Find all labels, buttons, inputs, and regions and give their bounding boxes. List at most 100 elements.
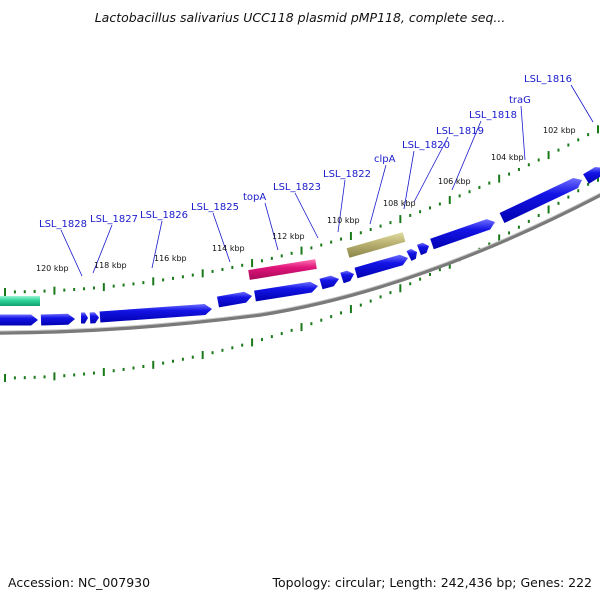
inner-minor-tick: [43, 375, 46, 379]
outer-minor-tick: [142, 281, 145, 285]
outer-minor-tick: [428, 206, 431, 210]
green-feature[interactable]: [0, 296, 40, 306]
gene-arrow[interactable]: [319, 275, 340, 290]
outer-minor-tick: [211, 269, 214, 273]
plasmid-backbone-highlight: [0, 192, 600, 332]
inner-minor-tick: [438, 268, 441, 272]
leader-line: [92, 224, 113, 274]
outer-tick-ring: [4, 125, 599, 296]
outer-major-tick: [53, 286, 56, 295]
outer-minor-tick: [241, 263, 244, 267]
gene-arrow[interactable]: [417, 242, 429, 256]
inner-minor-tick: [73, 373, 76, 377]
topA-feature[interactable]: [248, 259, 317, 280]
outer-major-tick: [448, 195, 451, 204]
gene-arrow[interactable]: [583, 167, 600, 184]
inner-minor-tick: [577, 189, 580, 193]
outer-minor-tick: [221, 267, 224, 271]
leader-line: [212, 212, 231, 263]
inner-major-tick: [102, 367, 105, 376]
kbp-label: 110 kbp: [327, 216, 360, 225]
inner-minor-tick: [231, 346, 234, 350]
inner-minor-tick: [162, 361, 165, 365]
gene-label-lsl_1826[interactable]: LSL_1826: [140, 210, 188, 221]
outer-minor-tick: [33, 289, 36, 293]
inner-minor-tick: [488, 242, 491, 246]
gene-arrow[interactable]: [0, 314, 38, 326]
gene-label-lsl_1823[interactable]: LSL_1823: [273, 182, 321, 193]
outer-minor-tick: [231, 265, 234, 269]
inner-minor-tick: [517, 225, 520, 229]
inner-minor-tick: [211, 351, 214, 355]
gene-arrow[interactable]: [354, 254, 409, 279]
gene-arrow[interactable]: [217, 291, 252, 308]
gene-label-trag[interactable]: traG: [509, 95, 531, 106]
outer-minor-tick: [92, 286, 95, 290]
outer-minor-tick: [577, 138, 580, 142]
inner-minor-tick: [527, 219, 530, 223]
leader-line: [451, 120, 482, 191]
gene-arrow[interactable]: [81, 312, 88, 324]
gene-arrow[interactable]: [99, 304, 212, 323]
gene-arrow[interactable]: [340, 270, 354, 284]
gene-label-topa[interactable]: topA: [243, 192, 266, 203]
gene-label-clpa[interactable]: clpA: [374, 154, 396, 165]
inner-minor-tick: [191, 355, 194, 359]
plasmid-backbone: [0, 193, 600, 335]
inner-minor-tick: [409, 282, 412, 286]
gene-label-lsl_1818[interactable]: LSL_1818: [469, 110, 517, 121]
outer-minor-tick: [290, 251, 293, 255]
gene-label-lsl_1828[interactable]: LSL_1828: [39, 219, 87, 230]
gene-label-lsl_1820[interactable]: LSL_1820: [402, 140, 450, 151]
outer-major-tick: [399, 215, 402, 224]
outer-major-tick: [4, 287, 6, 296]
inner-minor-tick: [428, 272, 431, 276]
inner-minor-tick: [280, 332, 283, 336]
gene-arrow[interactable]: [499, 178, 582, 223]
inner-minor-tick: [320, 318, 323, 322]
kbp-label: 108 kbp: [383, 199, 416, 208]
inner-minor-tick: [340, 311, 343, 315]
outer-minor-tick: [191, 273, 194, 277]
gene-label-lsl_1822[interactable]: LSL_1822: [323, 169, 371, 180]
inner-minor-tick: [13, 376, 16, 380]
leader-line: [403, 150, 415, 210]
accession-text: Accession: NC_007930: [8, 575, 151, 590]
outer-minor-tick: [587, 133, 590, 137]
gene-label-lsl_1816[interactable]: LSL_1816: [524, 74, 572, 85]
clpA-feature[interactable]: [346, 232, 406, 258]
outer-major-tick: [152, 277, 155, 286]
inner-minor-tick: [508, 231, 511, 235]
label-leader-lines: [60, 84, 594, 277]
leader-line: [264, 202, 279, 251]
gene-label-lsl_1819[interactable]: LSL_1819: [436, 126, 484, 137]
inner-minor-tick: [33, 375, 36, 379]
outer-minor-tick: [359, 231, 362, 235]
outer-minor-tick: [330, 240, 333, 244]
inner-major-tick: [53, 372, 56, 381]
gene-label-lsl_1827[interactable]: LSL_1827: [90, 214, 138, 225]
kbp-label: 112 kbp: [272, 232, 305, 241]
gene-arrow[interactable]: [430, 219, 495, 250]
leader-line: [60, 229, 83, 277]
gene-arrow[interactable]: [40, 313, 75, 326]
gene-label-lsl_1825[interactable]: LSL_1825: [191, 202, 239, 213]
inner-minor-tick: [112, 369, 115, 373]
inner-minor-tick: [379, 295, 382, 299]
outer-minor-tick: [270, 256, 273, 260]
gene-arrow[interactable]: [254, 281, 318, 302]
gene-arrow[interactable]: [89, 312, 99, 324]
outer-major-tick: [547, 151, 550, 160]
inner-minor-tick: [260, 338, 263, 342]
inner-minor-tick: [122, 367, 125, 371]
gene-arrow[interactable]: [406, 248, 418, 261]
outer-minor-tick: [83, 287, 86, 291]
inner-minor-tick: [83, 372, 86, 376]
outer-minor-tick: [468, 190, 471, 194]
map-title: Lactobacillus salivarius UCC118 plasmid …: [94, 10, 506, 25]
outer-minor-tick: [340, 237, 343, 241]
inner-minor-tick: [132, 366, 135, 370]
outer-minor-tick: [419, 210, 422, 214]
inner-major-tick: [4, 373, 6, 382]
inner-major-tick: [201, 350, 204, 359]
